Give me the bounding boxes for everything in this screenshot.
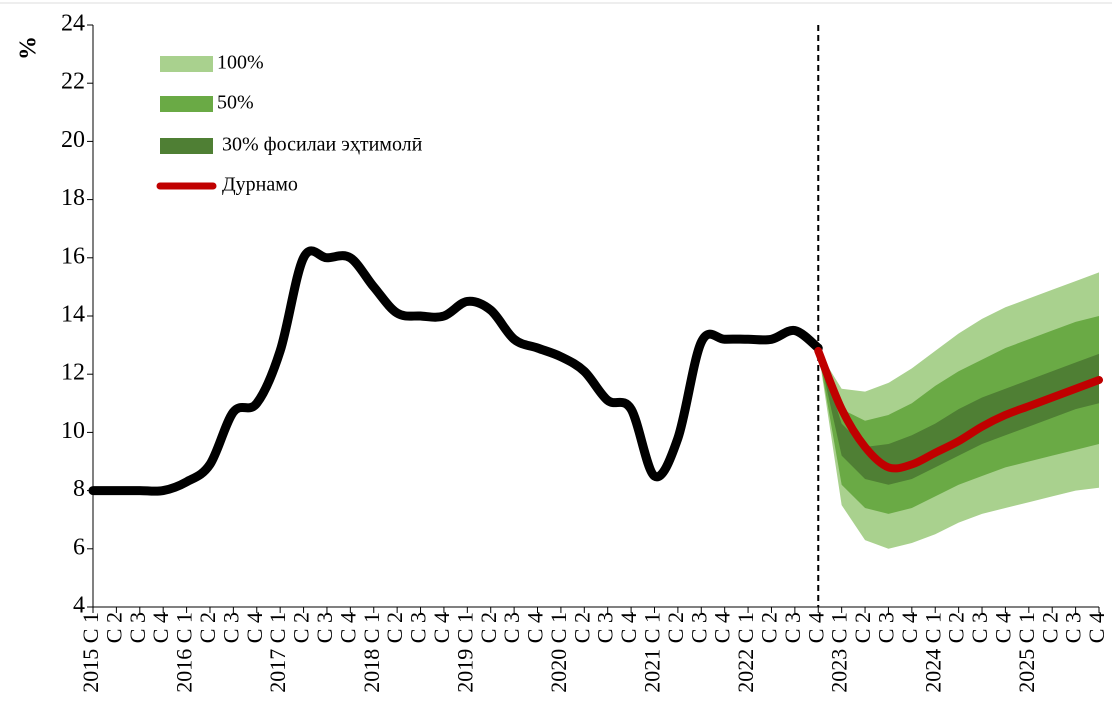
- x-tick-label: C 4: [803, 612, 828, 643]
- x-tick-label: C 3: [125, 612, 150, 643]
- x-tick-label: C 3: [499, 612, 524, 643]
- fan-band: [818, 350, 1099, 485]
- y-tick-label: 16: [61, 243, 85, 269]
- x-tick-label: 2020 C 1: [546, 612, 571, 693]
- y-axis-label: %: [16, 36, 42, 60]
- y-tick-label: 10: [61, 418, 85, 444]
- x-tick-label: C 3: [780, 612, 805, 643]
- x-tick-label: 2018 C 1: [359, 612, 384, 693]
- y-tick-label: 24: [61, 11, 85, 37]
- x-tick-label: C 4: [335, 612, 360, 643]
- x-tick-label: 2017 C 1: [265, 612, 290, 693]
- legend-swatch: [160, 138, 213, 154]
- legend-swatch: [160, 56, 213, 72]
- y-tick-label: 4: [73, 593, 85, 619]
- x-tick-label: C 2: [476, 612, 501, 643]
- x-tick-label: C 4: [148, 612, 173, 643]
- forecast-line: [814, 346, 1103, 473]
- x-tick-label: C 2: [1037, 612, 1062, 643]
- x-tick-label: C 4: [1084, 612, 1109, 643]
- x-tick-label: C 3: [1061, 612, 1086, 643]
- x-tick-label: 2023 C 1: [827, 612, 852, 693]
- x-tick-label: C 4: [710, 612, 735, 643]
- y-tick-label: 6: [73, 534, 85, 560]
- x-tick-label: C 2: [757, 612, 782, 643]
- x-tick-label: C 4: [523, 612, 548, 643]
- x-tick-label: C 3: [593, 612, 618, 643]
- y-tick-label: 18: [61, 185, 85, 211]
- y-tick-label: 8: [73, 476, 85, 502]
- x-tick-label: C 4: [616, 612, 641, 643]
- legend-swatch: [160, 96, 213, 112]
- y-tick-label: 14: [61, 302, 85, 328]
- x-tick-label: C 2: [195, 612, 220, 643]
- x-tick-label: C 3: [406, 612, 431, 643]
- x-tick-label: C 3: [218, 612, 243, 643]
- x-tick-label: C 2: [101, 612, 126, 643]
- x-tick-label: C 4: [242, 612, 267, 643]
- x-tick-label: C 4: [990, 612, 1015, 643]
- x-tick-label: C 2: [944, 612, 969, 643]
- x-tick-label: C 2: [382, 612, 407, 643]
- x-tick-label: 2021 C 1: [640, 612, 665, 693]
- x-tick-label: 2024 C 1: [920, 612, 945, 693]
- x-tick-label: C 3: [873, 612, 898, 643]
- legend-label: Дурнамо: [222, 174, 298, 196]
- x-tick-label: 2022 C 1: [733, 612, 758, 693]
- x-tick-label: C 3: [686, 612, 711, 643]
- x-tick-label: 2019 C 1: [452, 612, 477, 693]
- x-tick-label: 2015 C 1: [78, 612, 103, 693]
- x-tick-label: C 2: [850, 612, 875, 643]
- x-tick-label: C 2: [569, 612, 594, 643]
- legend-label: 50%: [217, 92, 254, 114]
- x-tick-label: C 2: [289, 612, 314, 643]
- y-tick-label: 22: [61, 69, 85, 95]
- actual-line: [88, 246, 823, 496]
- x-tick-label: C 2: [663, 612, 688, 643]
- x-tick-label: C 4: [429, 612, 454, 643]
- legend-label: 100%: [217, 52, 264, 74]
- x-tick-label: 2016 C 1: [172, 612, 197, 693]
- legend-label: 30% фосилаи эҳтимолӣ: [222, 134, 423, 156]
- x-tick-label: C 3: [312, 612, 337, 643]
- y-tick-label: 20: [61, 127, 85, 153]
- x-tick-label: 2025 C 1: [1014, 612, 1039, 693]
- x-tick-label: C 4: [897, 612, 922, 643]
- x-tick-label: C 3: [967, 612, 992, 643]
- y-tick-label: 12: [61, 360, 85, 386]
